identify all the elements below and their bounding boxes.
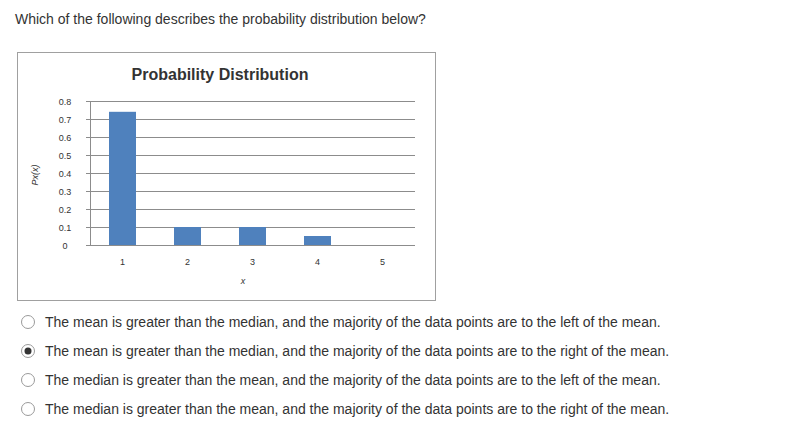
y-tick bbox=[86, 155, 90, 156]
x-axis-label: x bbox=[240, 276, 246, 286]
y-tick bbox=[86, 245, 90, 246]
y-tick bbox=[86, 191, 90, 192]
radio[interactable] bbox=[22, 316, 35, 329]
grid-line bbox=[90, 119, 415, 120]
grid-line bbox=[90, 137, 415, 138]
y-tick bbox=[86, 209, 90, 210]
radio[interactable] bbox=[22, 403, 35, 416]
y-tick-label: 0.4 bbox=[59, 169, 72, 179]
radio-dot bbox=[25, 348, 32, 355]
y-tick bbox=[86, 137, 90, 138]
y-tick-label: 0.6 bbox=[59, 133, 72, 143]
y-tick bbox=[86, 227, 90, 228]
bar bbox=[304, 236, 331, 245]
chart-title: Probability Distribution bbox=[132, 66, 309, 83]
y-tick bbox=[86, 173, 90, 174]
y-tick-label: 0.7 bbox=[59, 115, 72, 125]
page: Which of the following describes the pro… bbox=[0, 0, 800, 429]
option-text[interactable]: The median is greater than the mean, and… bbox=[45, 401, 669, 417]
option-text[interactable]: The median is greater than the mean, and… bbox=[45, 372, 661, 388]
y-tick-label: 0.5 bbox=[59, 151, 72, 161]
x-tick-label: 5 bbox=[380, 257, 385, 267]
y-tick-label: 0.3 bbox=[59, 187, 72, 197]
radio[interactable] bbox=[22, 345, 35, 358]
bars bbox=[109, 112, 331, 245]
grid-line bbox=[90, 155, 415, 156]
y-axis-label: Px(x) bbox=[30, 165, 40, 186]
x-tick-label: 3 bbox=[250, 257, 255, 267]
radio[interactable] bbox=[22, 374, 35, 387]
bar bbox=[239, 227, 266, 245]
y-axis bbox=[90, 101, 91, 245]
grid-line bbox=[90, 191, 415, 192]
x-tick-label: 1 bbox=[120, 257, 125, 267]
bar bbox=[369, 245, 396, 246]
grid-line bbox=[90, 209, 415, 210]
y-tick-label: 0.8 bbox=[59, 97, 72, 107]
x-tick-label: 4 bbox=[315, 257, 320, 267]
grid-line bbox=[90, 101, 415, 102]
y-tick-label: 0.2 bbox=[59, 205, 72, 215]
bar bbox=[109, 112, 136, 245]
y-tick bbox=[86, 101, 90, 102]
grid-line bbox=[90, 245, 415, 246]
grid-line bbox=[90, 173, 415, 174]
option-text[interactable]: The mean is greater than the median, and… bbox=[45, 314, 661, 330]
y-tick bbox=[86, 119, 90, 120]
x-axis bbox=[90, 245, 415, 246]
option-text[interactable]: The mean is greater than the median, and… bbox=[45, 343, 669, 359]
bar bbox=[174, 227, 201, 245]
chart-frame bbox=[18, 53, 436, 301]
y-tick-label: 0 bbox=[62, 241, 67, 251]
x-tick-label: 2 bbox=[185, 257, 190, 267]
y-tick-label: 0.1 bbox=[59, 223, 72, 233]
question: Which of the following describes the pro… bbox=[15, 11, 426, 27]
